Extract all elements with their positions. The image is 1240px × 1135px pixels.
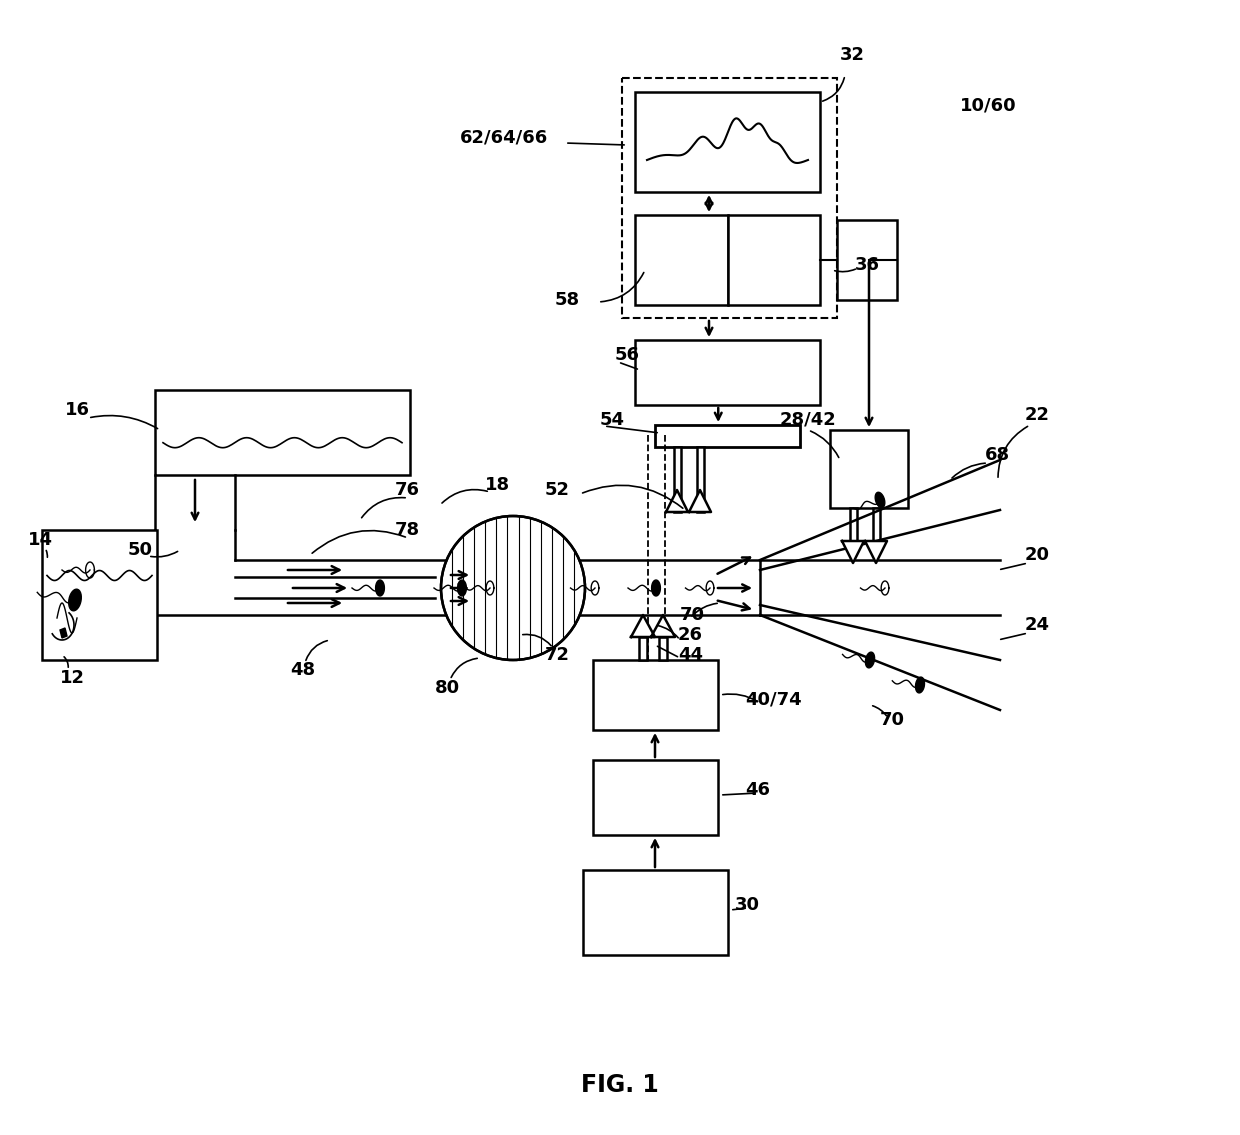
Polygon shape (631, 615, 655, 637)
Bar (655, 424, 800, 447)
Text: 28/42: 28/42 (780, 411, 837, 429)
Polygon shape (666, 490, 688, 512)
Polygon shape (651, 615, 675, 637)
Polygon shape (689, 490, 711, 512)
Bar (622, 78, 837, 318)
Text: 52: 52 (546, 481, 570, 499)
Bar (658, 637, 667, 659)
Text: 36: 36 (856, 257, 880, 274)
Text: 46: 46 (745, 781, 770, 799)
Bar (675, 447, 681, 512)
Text: 32: 32 (839, 47, 866, 64)
Text: 14: 14 (29, 531, 53, 549)
Text: 30: 30 (735, 896, 760, 914)
Polygon shape (866, 541, 887, 563)
Text: 50: 50 (128, 541, 153, 560)
Bar (593, 760, 718, 835)
Text: 62/64/66: 62/64/66 (460, 129, 548, 148)
Text: 18: 18 (485, 476, 510, 494)
Bar (830, 430, 908, 508)
Text: 22: 22 (1025, 406, 1050, 424)
Bar (42, 530, 157, 659)
Bar (873, 508, 880, 541)
Circle shape (441, 516, 585, 659)
Text: 20: 20 (1025, 546, 1050, 564)
Text: 68: 68 (985, 446, 1011, 464)
Bar (635, 92, 820, 192)
Bar (639, 637, 647, 659)
Bar (837, 220, 897, 300)
Text: 24: 24 (1025, 616, 1050, 634)
Text: 80: 80 (435, 679, 460, 697)
Polygon shape (652, 580, 661, 596)
Polygon shape (60, 628, 67, 638)
Text: 78: 78 (396, 521, 420, 539)
Bar (849, 508, 857, 541)
Text: 26: 26 (678, 627, 703, 644)
Text: 58: 58 (556, 291, 580, 309)
Text: 48: 48 (290, 661, 315, 679)
Text: FIG. 1: FIG. 1 (582, 1073, 658, 1098)
Bar (728, 215, 820, 305)
Text: 16: 16 (64, 401, 91, 419)
Polygon shape (458, 580, 466, 596)
Text: 70: 70 (680, 606, 706, 624)
Text: 56: 56 (615, 346, 640, 364)
Text: 76: 76 (396, 481, 420, 499)
Text: 40/74: 40/74 (745, 691, 801, 709)
Bar (697, 447, 704, 512)
Text: 44: 44 (678, 646, 703, 664)
Text: 12: 12 (60, 669, 86, 687)
Text: 72: 72 (546, 646, 570, 664)
Polygon shape (376, 580, 384, 596)
Text: 70: 70 (880, 711, 905, 729)
Polygon shape (915, 678, 925, 693)
Bar (593, 659, 718, 730)
Polygon shape (875, 493, 885, 507)
Polygon shape (68, 589, 82, 611)
Bar (583, 871, 728, 955)
Text: 10/60: 10/60 (960, 96, 1017, 114)
Text: 54: 54 (600, 411, 625, 429)
Bar (635, 340, 820, 405)
Bar (155, 390, 410, 476)
Polygon shape (842, 541, 864, 563)
Bar (635, 215, 728, 305)
Polygon shape (866, 653, 874, 667)
